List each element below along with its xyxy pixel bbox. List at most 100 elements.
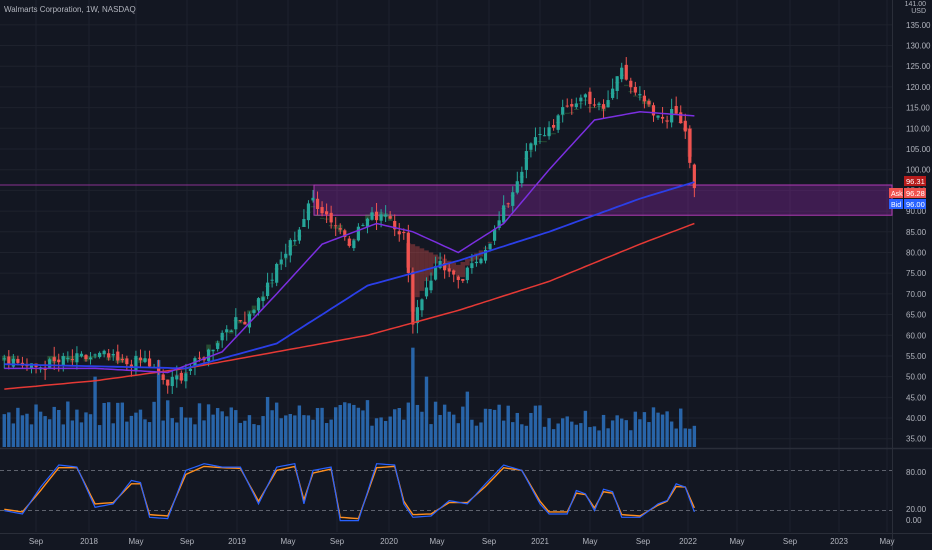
candle-body xyxy=(474,261,479,264)
candle-body xyxy=(107,353,111,358)
axis-currency: USD xyxy=(911,8,926,15)
volume-bar xyxy=(465,391,470,447)
candle-body xyxy=(288,240,292,256)
candle-body xyxy=(184,373,188,382)
volume-bar xyxy=(515,412,519,447)
volume-bar xyxy=(306,415,311,447)
candle-body xyxy=(556,115,560,130)
candle-body xyxy=(397,231,401,235)
volume-bar xyxy=(52,406,56,447)
volume-bar xyxy=(415,404,420,447)
volume-bar xyxy=(147,422,152,447)
candle-body xyxy=(365,218,370,228)
volume-bar xyxy=(406,402,411,447)
candle-body xyxy=(379,214,383,221)
candle-body xyxy=(25,365,29,367)
volume-bar xyxy=(11,423,16,447)
price-tick-label: 105.00 xyxy=(906,145,931,154)
candle-body xyxy=(406,232,410,273)
candle-body xyxy=(57,359,61,363)
candle-body xyxy=(143,358,147,363)
candle-body xyxy=(179,372,183,381)
candle-body xyxy=(488,243,492,250)
ma-ribbon xyxy=(564,112,570,114)
candle-body xyxy=(629,80,633,88)
price-tick-label: 60.00 xyxy=(906,331,927,340)
ma-ribbon xyxy=(292,245,298,247)
candle-body xyxy=(502,205,506,223)
candle-body xyxy=(651,105,656,116)
volume-bar xyxy=(161,420,165,447)
candle-body xyxy=(302,219,306,227)
candle-body xyxy=(52,357,56,362)
volume-bar xyxy=(120,402,125,447)
ask-label-tag xyxy=(889,188,903,198)
candle-body xyxy=(429,280,433,291)
candle-body xyxy=(98,352,102,358)
volume-bar xyxy=(152,401,156,447)
axis-top-price: 141.00 xyxy=(905,1,927,8)
candle-body xyxy=(570,104,574,107)
ma-ribbon xyxy=(419,248,425,291)
candle-body xyxy=(116,351,120,361)
price-tick-label: 90.00 xyxy=(906,207,927,216)
volume-bar xyxy=(597,430,601,447)
candle-body xyxy=(329,212,333,223)
volume-bar xyxy=(551,429,556,447)
time-tick-label: May xyxy=(280,537,295,546)
volume-bar xyxy=(606,428,610,447)
volume-bars xyxy=(2,347,697,447)
candle-body xyxy=(48,359,52,368)
volume-bar xyxy=(574,424,579,447)
candle-body xyxy=(306,203,311,221)
stochastic-panel xyxy=(0,463,892,522)
candle-body xyxy=(506,203,510,205)
candle-body xyxy=(415,307,420,324)
candle-body xyxy=(175,375,179,380)
candle-body xyxy=(670,108,674,123)
volume-bar xyxy=(683,428,687,447)
candle-body xyxy=(433,266,438,280)
price-tick-label: 75.00 xyxy=(906,269,927,278)
candle-body xyxy=(638,94,642,96)
time-axis[interactable]: Sep 2018 May Sep 2019 May Sep 2020 May Sep 2021 May… xyxy=(29,537,895,546)
candle-body xyxy=(443,263,447,271)
volume-bar xyxy=(47,419,52,447)
volume-bar xyxy=(483,408,488,447)
time-tick-label: Sep xyxy=(636,537,651,546)
candle-body xyxy=(452,270,456,275)
volume-bar xyxy=(220,411,224,447)
volume-bar xyxy=(583,410,588,447)
ma-ribbon xyxy=(206,344,211,352)
volume-bar xyxy=(125,421,129,447)
volume-bar xyxy=(361,410,365,447)
volume-bar xyxy=(329,419,333,447)
volume-bar xyxy=(388,416,392,447)
volume-bar xyxy=(411,347,415,447)
moving-averages xyxy=(4,111,695,390)
volume-bar xyxy=(84,412,88,447)
volume-bar xyxy=(184,417,188,447)
time-tick-label: 2019 xyxy=(228,537,246,546)
candle-body xyxy=(370,212,374,220)
volume-bar xyxy=(442,404,447,447)
time-tick-label: 2018 xyxy=(80,537,98,546)
volume-bar xyxy=(624,420,628,447)
candle-body xyxy=(206,349,211,361)
volume-bar xyxy=(188,417,193,447)
candle-body xyxy=(61,356,65,366)
volume-bar xyxy=(238,422,243,447)
volume-bar xyxy=(651,407,656,447)
ask-price-value: 96.28 xyxy=(906,189,925,198)
bid-price-value: 96.00 xyxy=(906,200,925,209)
candle-body xyxy=(229,330,233,332)
time-tick-label: 2022 xyxy=(679,537,697,546)
candle-body xyxy=(197,357,202,359)
stoch-tick-label: 0.00 xyxy=(906,516,922,525)
volume-bar xyxy=(315,408,320,447)
volume-bar xyxy=(424,376,429,447)
volume-bar xyxy=(16,407,20,447)
volume-bar xyxy=(397,407,401,447)
